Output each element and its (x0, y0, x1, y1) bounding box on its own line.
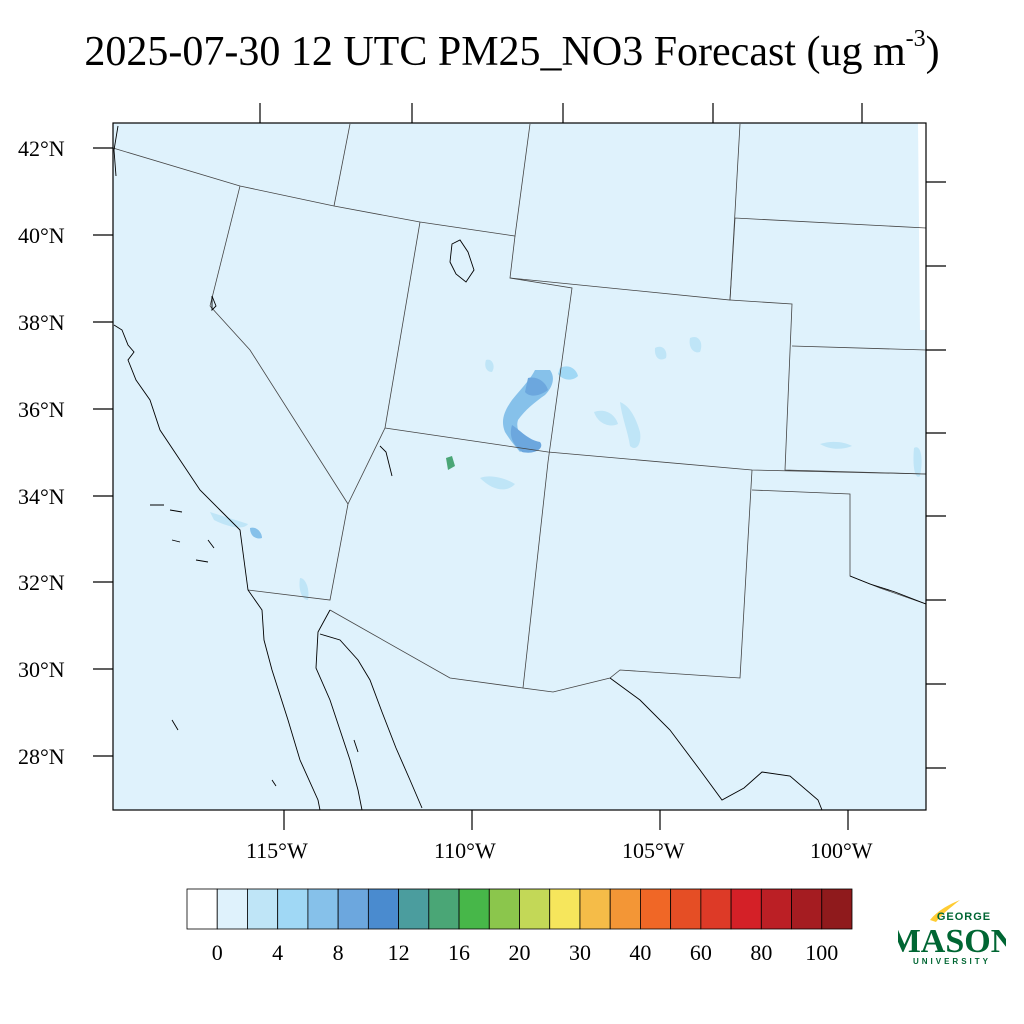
colorbar-tick-label: 30 (568, 940, 591, 965)
colorbar-swatch (640, 888, 672, 930)
colorbar-swatch (730, 888, 762, 930)
colorbar (186, 888, 853, 930)
colorbar-swatch (549, 888, 581, 930)
colorbar-swatch (821, 888, 853, 930)
colorbar-tick-label: 60 (689, 940, 712, 965)
colorbar-swatch (216, 888, 248, 930)
lon-label: 110°W (434, 838, 496, 863)
lon-label: 105°W (622, 838, 685, 863)
colorbar-tick-label: 0 (211, 940, 223, 965)
colorbar-swatch (186, 888, 218, 930)
colorbar-tick-label: 12 (387, 940, 410, 965)
logo-george: GEORGE (937, 911, 991, 923)
map-frame (112, 122, 927, 811)
colorbar-swatch (609, 888, 641, 930)
colorbar-swatch (670, 888, 702, 930)
colorbar-swatch (791, 888, 823, 930)
logo-mason: MASON (898, 923, 1006, 960)
colorbar-swatch (458, 888, 490, 930)
colorbar-swatch (428, 888, 460, 930)
gmu-logo: GEORGE MASON UNIVERSITY (898, 900, 1006, 966)
colorbar-swatch (337, 888, 369, 930)
colorbar-swatch (307, 888, 339, 930)
coastline (113, 125, 927, 811)
logo-university: UNIVERSITY (913, 957, 991, 966)
colorbar-tick-label: 4 (272, 940, 284, 965)
lat-label: 28°N (18, 744, 65, 769)
axis-ticks (93, 103, 946, 830)
colorbar-swatch (519, 888, 551, 930)
colorbar-swatch (700, 888, 732, 930)
lat-label: 30°N (18, 657, 65, 682)
lat-label: 40°N (18, 223, 65, 248)
colorbar-swatch (579, 888, 611, 930)
colorbar-swatch (760, 888, 792, 930)
colorbar-tick-label: 80 (750, 940, 773, 965)
colorbar-tick-label: 20 (508, 940, 531, 965)
colorbar-tick-label: 100 (805, 940, 839, 965)
lat-label: 38°N (18, 310, 65, 335)
colorbar-swatch (398, 888, 430, 930)
colorbar-swatch (488, 888, 520, 930)
lat-label: 42°N (18, 136, 65, 161)
state-boundaries (112, 123, 927, 693)
map-background (113, 123, 926, 810)
lon-label: 115°W (246, 838, 308, 863)
lat-label: 36°N (18, 397, 65, 422)
lat-label: 34°N (18, 484, 65, 509)
colorbar-tick-label: 16 (448, 940, 471, 965)
colorbar-swatch (277, 888, 309, 930)
colorbar-swatch (247, 888, 279, 930)
colorbar-tick-label: 8 (332, 940, 344, 965)
colorbar-swatch (367, 888, 399, 930)
lon-label: 100°W (810, 838, 873, 863)
concentration-patches (210, 336, 922, 600)
lat-label: 32°N (18, 570, 65, 595)
map-title: 2025-07-30 12 UTC PM25_NO3 Forecast (ug … (84, 26, 940, 75)
colorbar-tick-label: 40 (629, 940, 652, 965)
